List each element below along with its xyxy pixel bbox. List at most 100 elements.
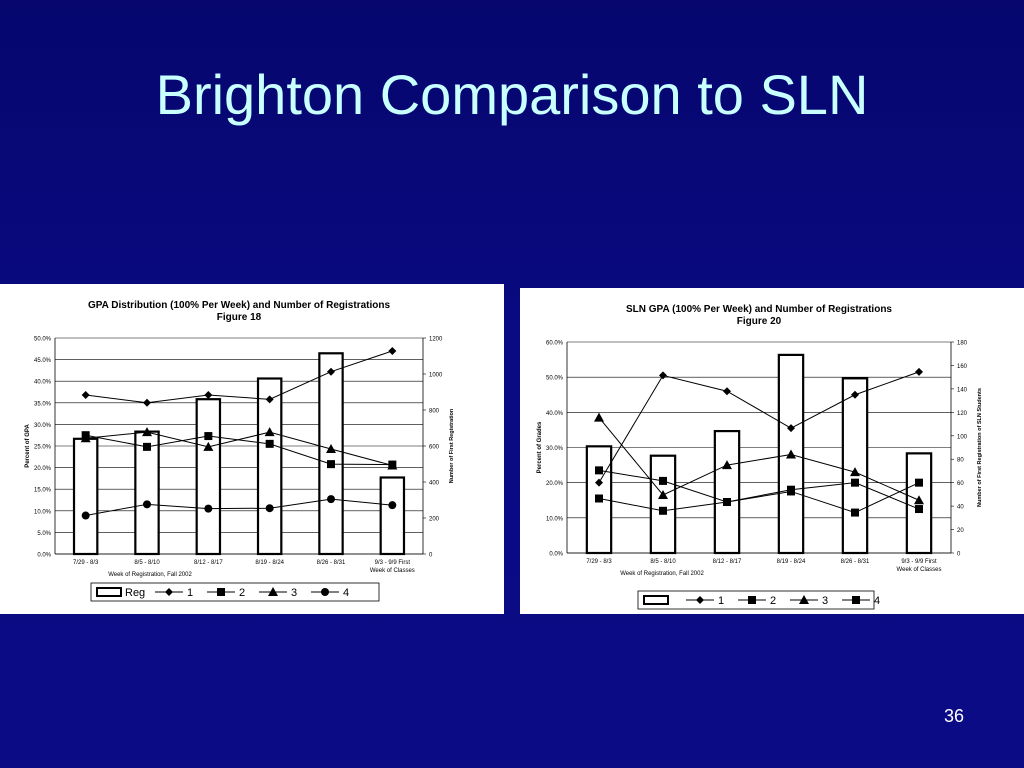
data-point-series-4: [143, 500, 151, 509]
x-tick-label: 8/19 - 8/24: [255, 560, 284, 566]
data-point-series-1: [659, 371, 667, 380]
y2-tick-label: 1200: [429, 337, 443, 343]
y2-axis-label: Number of First Registration of SLN Stud…: [977, 388, 983, 507]
data-point-series-3: [387, 460, 398, 470]
legend-swatch-bar: [96, 587, 122, 597]
y-tick-label: 10.0%: [546, 516, 564, 522]
y2-tick-label: 20: [957, 528, 964, 534]
series-line-4: [85, 498, 393, 517]
data-point-series-4: [915, 478, 923, 487]
y-tick-label: 30.0%: [34, 423, 52, 429]
data-point-series-2: [915, 505, 923, 514]
data-point-series-4: [81, 511, 90, 520]
legend-label: 2: [239, 587, 245, 599]
data-point-series-2: [327, 460, 335, 469]
slide-title: Brighton Comparison to SLN: [155, 63, 869, 126]
data-point-series-4: [327, 495, 335, 504]
data-point-series-2: [595, 466, 603, 475]
data-point-series-1: [595, 478, 603, 487]
data-point-series-4: [787, 487, 795, 496]
y-axis-label: Percent of GPA: [25, 424, 31, 468]
y-tick-label: 60.0%: [546, 341, 564, 347]
y2-tick-label: 800: [429, 409, 440, 415]
series-line-1: [85, 350, 393, 404]
series-line-2: [598, 469, 920, 510]
legend-marker: [748, 596, 756, 604]
data-point-series-3: [658, 489, 668, 499]
y2-tick-label: 140: [957, 387, 968, 393]
data-point-series-3: [80, 433, 91, 443]
data-point-series-4: [595, 494, 603, 503]
bar-registrations: [713, 429, 741, 555]
data-point-series-4: [659, 506, 667, 515]
legend-label: 3: [822, 595, 828, 607]
x-tick-label: 7/29 - 8/3: [586, 559, 612, 565]
legend-marker: [696, 596, 704, 604]
chart-panel-figure-18: GPA Distribution (100% Per Week) and Num…: [0, 284, 504, 614]
legend-marker: [268, 587, 278, 596]
gpa-distribution-chart: GPA Distribution (100% Per Week) and Num…: [25, 300, 455, 602]
data-point-series-4: [851, 508, 859, 517]
legend-swatch-bar: [643, 595, 669, 605]
chart-subtitle: Figure 20: [737, 316, 782, 327]
data-point-series-1: [723, 387, 731, 396]
y-tick-label: 10.0%: [34, 509, 52, 515]
y-tick-label: 20.0%: [34, 466, 52, 472]
bar-registrations: [318, 352, 344, 556]
data-point-series-1: [388, 346, 397, 355]
data-point-series-4: [388, 501, 397, 510]
y2-tick-label: 160: [957, 364, 968, 370]
legend-label: 4: [343, 587, 349, 599]
data-point-series-3: [914, 495, 924, 505]
y-axis-label: Percent of Grades: [537, 421, 543, 473]
x-tick-label: 7/29 - 8/3: [73, 560, 99, 566]
x-axis-label: Week of Registration, Fall 2002: [108, 572, 192, 578]
y2-tick-label: 120: [957, 411, 968, 417]
data-point-series-1: [204, 391, 213, 400]
data-point-series-3: [850, 467, 860, 477]
data-point-series-3: [722, 460, 732, 470]
y2-tick-label: 0: [429, 553, 433, 559]
x-tick-label: 8/12 - 8/17: [194, 560, 223, 566]
data-point-series-2: [659, 476, 667, 485]
data-point-series-3: [594, 412, 604, 422]
page-number: 36: [943, 706, 964, 726]
y-tick-label: 20.0%: [546, 481, 564, 487]
legend-marker: [852, 596, 860, 604]
y-tick-label: 25.0%: [34, 445, 52, 451]
y2-tick-label: 60: [957, 481, 964, 487]
x-tick-label: 8/5 - 8/10: [134, 560, 160, 566]
bar-registrations: [841, 377, 869, 555]
data-point-series-3: [786, 449, 796, 459]
bar-registrations: [256, 377, 283, 556]
data-point-series-2: [204, 432, 213, 441]
legend-label: 3: [291, 587, 297, 599]
data-point-series-3: [264, 427, 275, 437]
legend-marker: [799, 595, 809, 604]
y2-axis-label: Number of First Registration: [449, 408, 455, 483]
y2-tick-label: 40: [957, 505, 964, 511]
x-tick-label: 8/26 - 8/31: [317, 560, 346, 566]
x-axis-label: Week of Registration, Fall 2002: [620, 571, 704, 577]
data-point-series-1: [327, 367, 335, 376]
chart-title: SLN GPA (100% Per Week) and Number of Re…: [626, 304, 892, 315]
x-tick-label: 8/26 - 8/31: [841, 559, 870, 565]
y2-tick-label: 200: [429, 517, 440, 523]
bar-registrations: [379, 476, 406, 556]
chart-subtitle: Figure 18: [217, 312, 262, 323]
x-tick-label: 8/12 - 8/17: [713, 559, 742, 565]
data-point-series-4: [204, 504, 213, 513]
data-point-series-1: [851, 390, 859, 399]
x-tick-label: 9/3 - 9/9 First Week of Classes: [370, 560, 415, 574]
y-tick-label: 0.0%: [549, 552, 563, 558]
legend-marker: [165, 588, 173, 596]
y-tick-label: 30.0%: [546, 446, 564, 452]
y-tick-label: 35.0%: [34, 401, 52, 407]
legend-label: 1: [718, 595, 724, 607]
y-tick-label: 40.0%: [546, 411, 564, 417]
series-line-3: [598, 417, 920, 501]
bar-registrations: [195, 398, 222, 556]
y2-tick-label: 0: [957, 552, 961, 558]
chart-title: GPA Distribution (100% Per Week) and Num…: [88, 300, 391, 311]
legend-label: 1: [187, 587, 193, 599]
